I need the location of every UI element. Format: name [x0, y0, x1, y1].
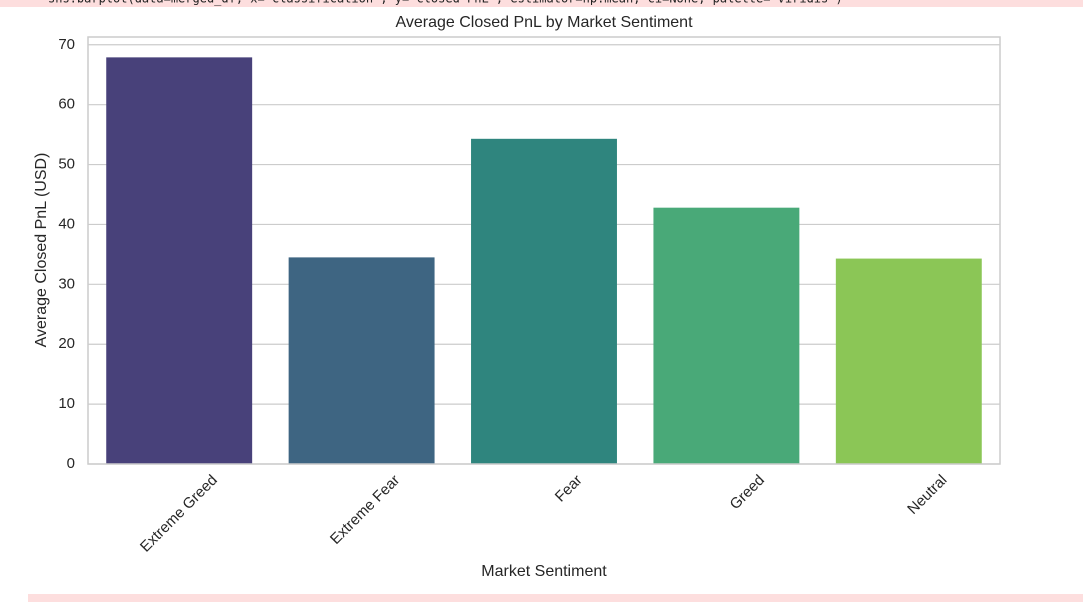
x-tick-label: Fear	[552, 472, 586, 506]
code-line: sns.barplot(data=merged_df, x='classific…	[48, 0, 843, 6]
bar	[653, 207, 800, 464]
chart-title: Average Closed PnL by Market Sentiment	[395, 14, 693, 31]
output-band	[28, 594, 1083, 602]
bar	[471, 138, 617, 464]
bar	[288, 257, 435, 464]
x-axis-label: Market Sentiment	[481, 563, 607, 580]
y-tick-label: 50	[58, 156, 75, 173]
bar	[835, 258, 982, 464]
y-tick-label: 40	[58, 215, 75, 232]
x-tick-label: Extreme Greed	[137, 472, 221, 556]
y-tick-label: 0	[67, 455, 75, 472]
y-tick-label: 70	[58, 36, 75, 53]
y-axis-label: Average Closed PnL (USD)	[33, 153, 50, 348]
y-tick-label: 60	[58, 96, 75, 113]
plot-frame	[87, 36, 1001, 465]
y-tick-label: 30	[58, 275, 75, 292]
x-tick-label: Neutral	[904, 472, 950, 518]
y-tick-label: 20	[58, 335, 75, 352]
bar	[106, 57, 253, 465]
x-tick-label: Greed	[727, 472, 769, 514]
y-tick-label: 10	[58, 395, 75, 412]
x-tick-label: Extreme Fear	[327, 472, 403, 548]
warning-band	[0, 0, 1083, 7]
